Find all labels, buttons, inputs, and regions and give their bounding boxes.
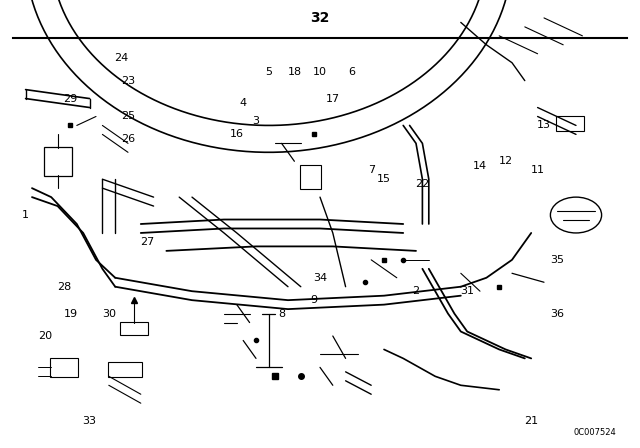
- Text: 12: 12: [499, 156, 513, 166]
- Text: 5: 5: [266, 67, 272, 77]
- Text: 27: 27: [140, 237, 154, 247]
- Text: 7: 7: [367, 165, 375, 175]
- Text: 1: 1: [22, 210, 29, 220]
- Text: 36: 36: [550, 309, 564, 319]
- Text: 11: 11: [531, 165, 545, 175]
- Text: 32: 32: [310, 11, 330, 25]
- Text: 26: 26: [121, 134, 135, 144]
- Text: 24: 24: [115, 53, 129, 63]
- Text: 9: 9: [310, 295, 317, 305]
- Text: 22: 22: [415, 179, 429, 189]
- Text: 31: 31: [460, 286, 474, 296]
- Text: 30: 30: [102, 309, 116, 319]
- Text: 35: 35: [550, 255, 564, 265]
- Text: 28: 28: [57, 282, 71, 292]
- Text: 13: 13: [537, 121, 551, 130]
- Text: 0C007524: 0C007524: [574, 428, 616, 437]
- Text: 34: 34: [313, 273, 327, 283]
- Text: 25: 25: [121, 112, 135, 121]
- Text: 8: 8: [278, 309, 285, 319]
- Text: 14: 14: [473, 161, 487, 171]
- Text: 17: 17: [326, 94, 340, 103]
- Text: 3: 3: [253, 116, 259, 126]
- Text: 33: 33: [83, 416, 97, 426]
- Text: 18: 18: [287, 67, 301, 77]
- Text: 20: 20: [38, 331, 52, 341]
- Text: 29: 29: [63, 94, 77, 103]
- Text: 2: 2: [412, 286, 420, 296]
- Text: 16: 16: [230, 129, 244, 139]
- Text: 6: 6: [349, 67, 355, 77]
- Text: 19: 19: [63, 309, 77, 319]
- Text: 15: 15: [377, 174, 391, 184]
- Text: 23: 23: [121, 76, 135, 86]
- Text: 4: 4: [239, 98, 247, 108]
- Text: 10: 10: [313, 67, 327, 77]
- Text: 21: 21: [524, 416, 538, 426]
